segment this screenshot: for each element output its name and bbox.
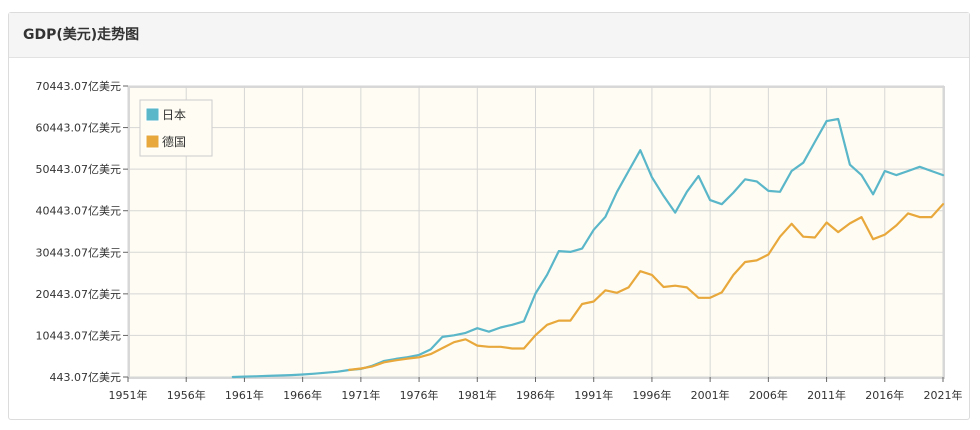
- x-tick-label: 1966年: [283, 388, 322, 402]
- series-lines: [231, 117, 945, 379]
- y-tick-label: 20443.07亿美元: [36, 288, 122, 301]
- x-tick-label: 1996年: [632, 388, 671, 402]
- axes: 443.07亿美元 10443.07亿美元 20443.07亿美元 30443.07亿…: [36, 80, 963, 402]
- x-tick-label: 1991年: [574, 388, 613, 402]
- legend-label: 德国: [162, 134, 186, 149]
- x-tick-label: 1961年: [225, 388, 264, 402]
- y-tick-label: 60443.07亿美元: [36, 122, 122, 135]
- x-tick-label: 1976年: [400, 388, 439, 402]
- y-tick-label: 30443.07亿美元: [36, 246, 122, 259]
- x-tick-label: 2021年: [924, 388, 963, 402]
- y-tick-label: 443.07亿美元: [50, 371, 122, 384]
- x-tick-label: 1981年: [458, 388, 497, 402]
- y-tick-label: 50443.07亿美元: [36, 163, 122, 176]
- x-tick-label: 2011年: [807, 388, 846, 402]
- panel-title: GDP(美元)走势图: [9, 13, 969, 58]
- legend-swatch: [145, 134, 160, 149]
- x-tick-label: 1956年: [167, 388, 206, 402]
- x-tick-label: 1986年: [516, 388, 555, 402]
- plot-area-shadow: [128, 86, 945, 379]
- series-line-1: [348, 203, 945, 371]
- x-tick-label: 2001年: [691, 388, 730, 402]
- y-tick-label: 10443.07亿美元: [36, 329, 122, 342]
- x-tick-label: 2016年: [865, 388, 904, 402]
- x-tick-label: 2006年: [749, 388, 788, 402]
- x-tick-label: 1971年: [341, 388, 380, 402]
- y-tick-label: 40443.07亿美元: [36, 205, 122, 218]
- x-tick-label: 1951年: [109, 388, 148, 402]
- y-tick-label: 70443.07亿美元: [36, 80, 122, 93]
- legend-label: 日本: [162, 108, 186, 122]
- legend-swatch: [145, 107, 160, 122]
